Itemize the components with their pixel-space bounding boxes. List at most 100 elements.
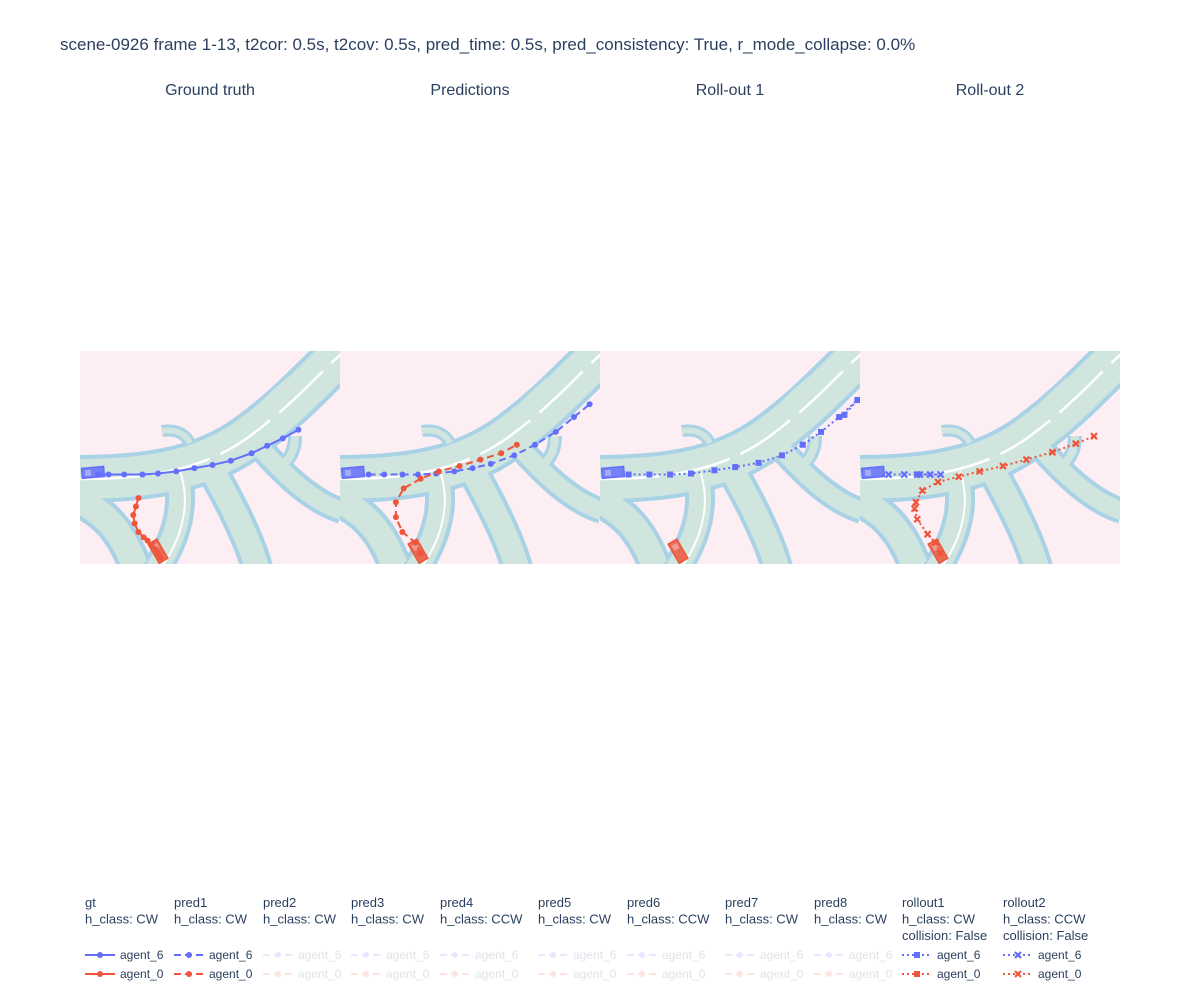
drivable-area [860, 489, 928, 564]
point-agent_0 [157, 554, 164, 561]
point-agent_0 [999, 462, 1007, 470]
legend-group-pred2[interactable]: pred2 h_class: CW agent_6 agent_0 [263, 895, 342, 981]
drivable-area [80, 489, 148, 564]
point-agent_0 [498, 450, 505, 457]
subplot-title-pred: Predictions [430, 82, 509, 99]
legend-marker-agent_0 [639, 971, 645, 977]
legend-group-gt[interactable]: gt h_class: CW agent_6 agent_0 [85, 895, 164, 981]
point-agent_0 [910, 504, 919, 513]
legend-item-label: agent_6 [937, 948, 981, 962]
legend-item-agent_0[interactable]: agent_0 [263, 967, 342, 981]
legend-item-agent_6[interactable]: agent_6 [538, 948, 617, 962]
legend-item-agent_0[interactable]: agent_0 [351, 967, 430, 981]
point-agent_6 [264, 442, 271, 449]
point-agent_6 [209, 461, 216, 468]
drivable-area [243, 430, 340, 520]
point-agent_0 [130, 512, 137, 519]
legend-group-label: rollout2 [1003, 895, 1046, 910]
point-agent_6 [399, 471, 406, 478]
point-agent_6 [646, 471, 653, 478]
point-agent_0 [934, 478, 942, 486]
legend-marker-agent_6 [914, 952, 920, 958]
legend-item-label: agent_6 [298, 948, 342, 962]
legend-item-agent_6[interactable]: agent_6 [725, 948, 804, 962]
legend-group-label: h_class: CW [902, 912, 976, 927]
legend-item-agent_0[interactable]: agent_0 [627, 967, 706, 981]
point-agent_0 [1072, 439, 1080, 448]
point-agent_0 [955, 472, 963, 481]
point-agent_0 [392, 514, 399, 521]
point-agent_6 [755, 459, 762, 466]
legend-marker-agent_6 [639, 952, 645, 958]
legend-group-pred1[interactable]: pred1 h_class: CW agent_6 agent_0 [174, 895, 253, 981]
legend[interactable]: gt h_class: CW agent_6 agent_0 pred1 h_class:… [85, 895, 1088, 981]
legend-item-agent_6[interactable]: agent_6 [351, 948, 430, 962]
point-agent_0 [435, 468, 442, 475]
legend-group-label: h_class: CCW [1003, 912, 1086, 927]
legend-item-agent_6[interactable]: agent_6 [627, 948, 706, 962]
legend-item-agent_0[interactable]: agent_0 [902, 967, 981, 981]
legend-item-agent_6[interactable]: agent_6 [902, 948, 981, 962]
legend-item-agent_6[interactable]: agent_6 [814, 948, 893, 962]
point-agent_6 [900, 470, 908, 479]
point-agent_0 [923, 530, 932, 538]
point-agent_0 [931, 538, 940, 547]
legend-marker-agent_0 [363, 971, 369, 977]
point-agent_6 [586, 401, 593, 408]
legend-item-agent_0[interactable]: agent_0 [725, 967, 804, 981]
legend-item-agent_0[interactable]: agent_0 [85, 967, 164, 981]
point-agent_0 [912, 498, 920, 507]
point-agent_6 [121, 471, 128, 478]
drivable-area [763, 430, 860, 520]
legend-item-label: agent_0 [662, 967, 706, 981]
legend-item-agent_0[interactable]: agent_0 [814, 967, 893, 981]
lane-divider [80, 353, 340, 481]
legend-item-label: agent_6 [849, 948, 893, 962]
legend-marker-agent_6 [737, 952, 743, 958]
legend-marker-agent_6 [1014, 951, 1022, 959]
legend-group-label: h_class: CCW [440, 912, 523, 927]
point-agent_0 [918, 486, 927, 495]
point-agent_6 [836, 414, 843, 421]
point-agent_6 [155, 470, 161, 477]
legend-item-agent_6[interactable]: agent_6 [440, 948, 519, 962]
legend-group-label: h_class: CCW [627, 912, 710, 927]
legend-group-pred7[interactable]: pred7 h_class: CW agent_6 agent_0 [725, 895, 804, 981]
legend-group-pred3[interactable]: pred3 h_class: CW agent_6 agent_0 [351, 895, 430, 981]
legend-item-agent_6[interactable]: agent_6 [174, 948, 253, 962]
legend-item-agent_6[interactable]: agent_6 [85, 948, 164, 962]
legend-group-pred4[interactable]: pred4 h_class: CCW agent_6 agent_0 [440, 895, 523, 981]
legend-group-pred8[interactable]: pred8 h_class: CW agent_6 agent_0 [814, 895, 893, 981]
legend-item-agent_0[interactable]: agent_0 [1003, 967, 1082, 981]
legend-marker-agent_0 [550, 971, 556, 977]
legend-item-agent_0[interactable]: agent_0 [440, 967, 519, 981]
legend-marker-agent_0 [737, 971, 743, 977]
subplot-r2 [860, 351, 1120, 564]
point-agent_6 [95, 471, 102, 478]
legend-item-label: agent_0 [386, 967, 430, 981]
legend-marker-agent_6 [363, 952, 369, 958]
point-agent_6 [248, 450, 255, 457]
point-agent_6 [552, 428, 559, 435]
drivable-area [457, 456, 529, 564]
legend-item-label: agent_0 [760, 967, 804, 981]
legend-group-label: pred7 [725, 895, 758, 910]
point-agent_0 [135, 494, 142, 501]
legend-item-agent_0[interactable]: agent_0 [174, 967, 253, 981]
legend-group-pred5[interactable]: pred5 h_class: CW agent_6 agent_0 [538, 895, 617, 981]
legend-item-agent_6[interactable]: agent_6 [1003, 948, 1082, 962]
legend-item-label: agent_6 [662, 948, 706, 962]
drivable-area [600, 489, 668, 564]
legend-item-agent_0[interactable]: agent_0 [538, 967, 617, 981]
legend-group-label: collision: False [902, 928, 987, 943]
legend-marker-agent_0 [914, 971, 920, 977]
legend-item-agent_6[interactable]: agent_6 [263, 948, 342, 962]
legend-group-label: pred1 [174, 895, 207, 910]
legend-group-pred6[interactable]: pred6 h_class: CCW agent_6 agent_0 [627, 895, 710, 981]
point-agent_6 [841, 411, 848, 418]
point-agent_6 [139, 471, 146, 478]
drivable-area [1052, 435, 1079, 475]
legend-marker-agent_0 [275, 971, 281, 977]
